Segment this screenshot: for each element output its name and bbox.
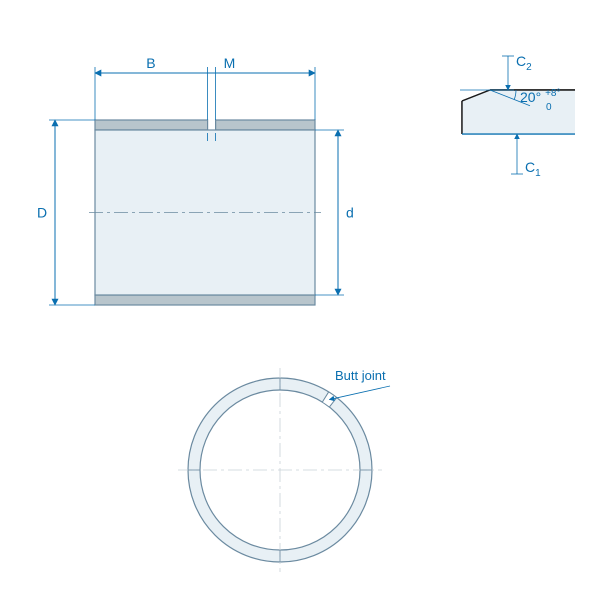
side-cross-section: B M Dd xyxy=(37,55,354,305)
butt-joint-label: Butt joint xyxy=(335,368,386,383)
dim-C1-label: C1 xyxy=(525,159,541,179)
dim-M-label: M xyxy=(224,55,236,71)
dim-B-label: B xyxy=(146,55,155,71)
dim-C2-label: C2 xyxy=(516,53,532,73)
svg-text:0: 0 xyxy=(546,102,552,113)
dim-d-label: d xyxy=(346,205,354,221)
ring-end-view: Butt joint xyxy=(178,368,390,572)
dim-D-label: D xyxy=(37,205,47,221)
chamfer-detail: 20° +8°0C2C1 xyxy=(460,53,575,179)
technical-drawing: BMDd 20° +8°0C2C1 Butt joint xyxy=(0,0,600,600)
